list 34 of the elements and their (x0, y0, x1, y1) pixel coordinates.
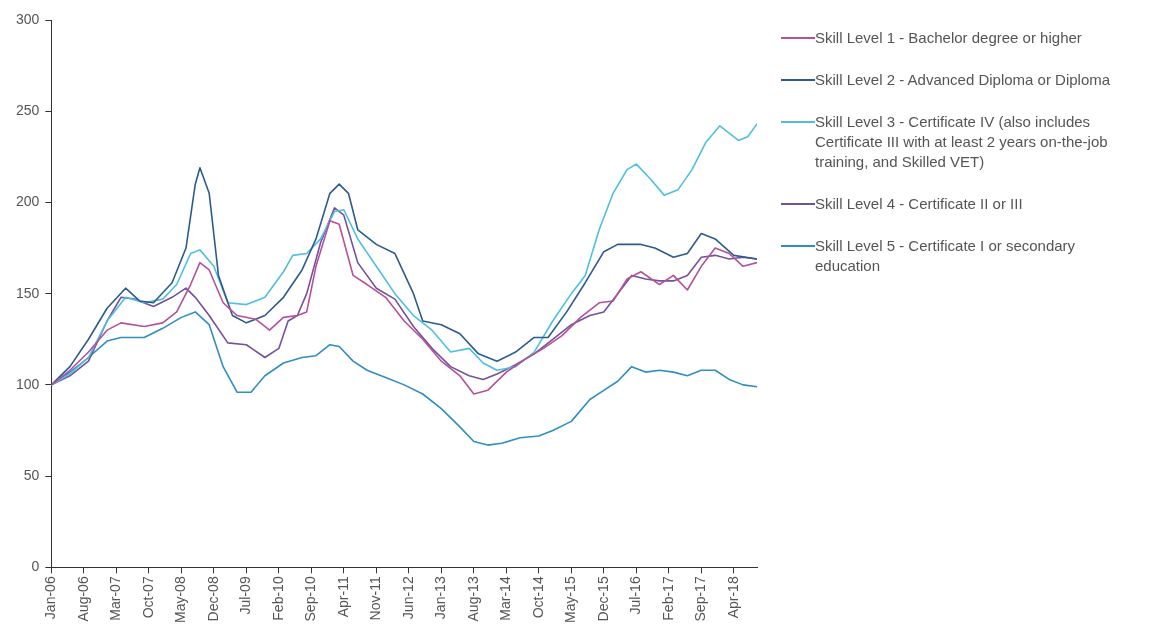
legend-label: Skill Level 4 - Certificate II or III (815, 194, 1024, 214)
y-tick-label: 250 (16, 102, 40, 119)
y-tick-label: 100 (16, 375, 40, 392)
x-tick-label: Oct-14 (529, 576, 546, 619)
x-tick-label: May-08 (172, 576, 189, 623)
x-tick-label: Sep-17 (692, 576, 709, 622)
x-tick-label: Sep-10 (302, 576, 319, 622)
x-tick-label: Feb-17 (659, 576, 676, 621)
y-tick-label: 0 (31, 558, 40, 575)
legend-label: Skill Level 2 - Advanced Diploma or Diploma (815, 70, 1112, 90)
x-tick-label: Nov-11 (367, 576, 384, 621)
legend-label: Skill Level 1 - Bachelor degree or higher (815, 28, 1083, 48)
x-tick-label: Apr-18 (724, 576, 741, 619)
x-tick-label: Aug-13 (464, 576, 481, 622)
legend-label: Skill Level 3 - Certificate IV (also includes Certificate III with at least 2 years on-the-job training, and Skilled VET) (815, 112, 1109, 172)
x-tick-label: Jan-13 (432, 576, 449, 620)
x-tick-label: Aug-06 (74, 576, 91, 622)
x-tick-label: Jan-06 (42, 576, 59, 620)
y-tick-label: 300 (16, 10, 40, 27)
x-tick-label: Jul-09 (237, 576, 254, 615)
legend-label: Skill Level 5 - Certificate I or secondary education (815, 236, 1077, 276)
x-tick-label: Mar-14 (497, 576, 514, 621)
x-tick-label: Mar-07 (107, 576, 124, 621)
y-tick-label: 50 (23, 466, 40, 483)
x-tick-label: Dec-15 (594, 576, 611, 622)
y-tick-label: 200 (16, 193, 40, 210)
x-tick-label: Jun-12 (399, 576, 416, 620)
x-tick-label: Apr-11 (334, 576, 351, 618)
x-tick-label: Jul-16 (627, 576, 644, 615)
x-tick-label: Feb-10 (269, 576, 286, 621)
y-tick-label: 150 (16, 284, 40, 301)
x-tick-label: Oct-07 (139, 576, 156, 619)
x-tick-label: May-15 (562, 576, 579, 623)
x-tick-label: Dec-08 (204, 576, 221, 622)
